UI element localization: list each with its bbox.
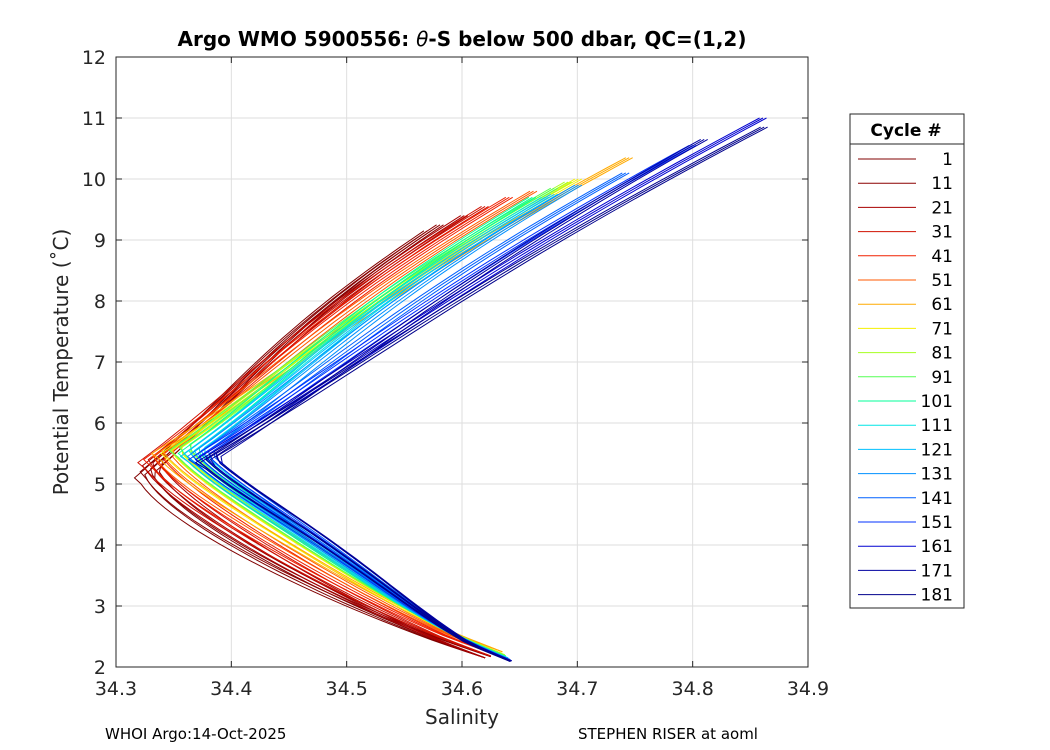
footer-left: WHOI Argo:14-Oct-2025 — [105, 725, 287, 743]
series-line-41 — [142, 196, 507, 656]
y-tick-label: 9 — [94, 230, 106, 252]
y-axis-label: Potential Temperature (˚C) — [49, 229, 73, 496]
series-line-171 — [220, 138, 708, 662]
legend-label: 21 — [931, 198, 953, 218]
legend-box — [849, 113, 965, 609]
series-line-71 — [170, 178, 579, 655]
legend-label: 11 — [931, 174, 953, 194]
series-line-121 — [179, 193, 552, 659]
ticks: 34.3 34.4 34.5 34.6 34.7 34.8 34.9 2 3 4 5 6 7 8 9 10 11… — [82, 47, 829, 700]
legend-items: 1112131415161718191101111121131141151161… — [858, 150, 953, 606]
series-line-91 — [168, 187, 552, 657]
legend-label: 81 — [931, 344, 953, 364]
legend-label: 171 — [921, 561, 953, 581]
series-line-181 — [205, 126, 765, 662]
legend-label: 1 — [942, 150, 953, 170]
series-line-151 — [187, 144, 690, 661]
series-line-181 — [194, 126, 761, 662]
series-line-181 — [215, 126, 768, 662]
legend-label: 61 — [931, 295, 953, 315]
series-line-101 — [177, 196, 530, 658]
legend-label: 121 — [921, 440, 953, 460]
legend-label: 111 — [921, 416, 953, 436]
legend-label: 41 — [931, 247, 953, 267]
grid — [115, 56, 809, 668]
series-line-11 — [150, 224, 491, 658]
x-tick-label: 34.6 — [441, 678, 483, 700]
series-line-151 — [198, 144, 693, 661]
legend-label: 71 — [931, 319, 953, 339]
series-line-51 — [162, 190, 534, 655]
y-tick-label: 10 — [82, 169, 106, 191]
legend-label: 151 — [921, 513, 953, 533]
legend-label: 31 — [931, 223, 953, 243]
y-tick-label: 11 — [82, 108, 106, 130]
y-tick-label: 7 — [94, 352, 106, 374]
legend-label: 141 — [921, 489, 953, 509]
legend-label: 101 — [921, 392, 953, 412]
series-line-31 — [147, 205, 491, 657]
legend: Cycle # 11121314151617181911011111211311… — [849, 113, 965, 609]
series-line-21 — [141, 215, 486, 659]
series-line-61 — [161, 157, 630, 653]
x-tick-label: 34.3 — [95, 678, 137, 700]
series-line-1 — [144, 230, 486, 659]
series-line-41 — [153, 196, 510, 656]
series-line-21 — [160, 215, 486, 659]
y-tick-label: 6 — [94, 413, 106, 435]
legend-label: 161 — [921, 537, 953, 557]
series-line-21 — [152, 215, 486, 659]
series-line-1 — [133, 230, 486, 659]
series-line-31 — [137, 205, 491, 657]
y-tick-label: 3 — [94, 596, 106, 618]
y-tick-label: 4 — [94, 535, 106, 557]
footer-right: STEPHEN RISER at aoml — [578, 725, 758, 743]
x-tick-label: 34.4 — [210, 678, 252, 700]
x-tick-label: 34.7 — [556, 678, 598, 700]
series-layer — [133, 117, 768, 662]
y-tick-label: 2 — [94, 657, 106, 679]
legend-title: Cycle # — [870, 121, 941, 141]
series-line-11 — [139, 224, 491, 658]
series-line-171 — [209, 138, 705, 662]
x-tick-label: 34.8 — [672, 678, 714, 700]
x-tick-label: 34.5 — [326, 678, 368, 700]
x-tick-label: 34.9 — [787, 678, 829, 700]
y-tick-label: 12 — [82, 47, 106, 69]
series-line-71 — [160, 178, 576, 655]
series-line-131 — [186, 184, 576, 660]
legend-label: 131 — [921, 465, 953, 485]
x-axis-label: Salinity — [425, 705, 499, 729]
legend-label: 91 — [931, 368, 953, 388]
series-line-171 — [199, 138, 701, 662]
series-line-51 — [152, 190, 531, 655]
y-tick-label: 8 — [94, 291, 106, 313]
y-tick-label: 5 — [94, 474, 106, 496]
legend-label: 181 — [921, 586, 953, 606]
legend-label: 51 — [931, 271, 953, 291]
chart-title: Argo WMO 5900556: θ-S below 500 dbar, QC… — [178, 27, 747, 51]
